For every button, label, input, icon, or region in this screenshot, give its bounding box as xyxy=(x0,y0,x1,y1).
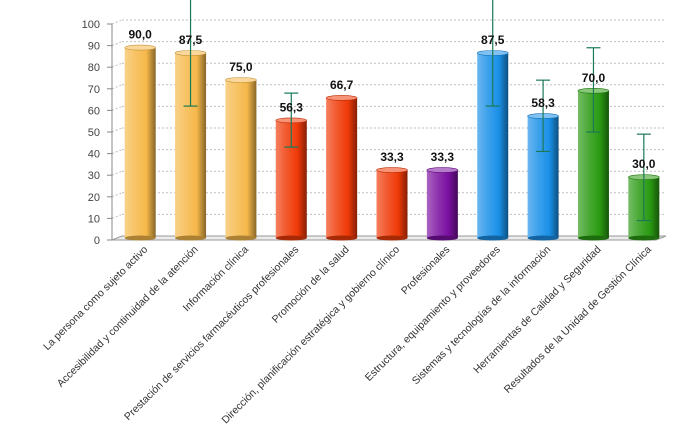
bar-top xyxy=(376,167,408,173)
grid-diagonal xyxy=(111,192,123,198)
y-tick-label: 30 xyxy=(88,170,100,182)
bar-top xyxy=(426,167,459,173)
bar-base xyxy=(175,235,207,241)
bar-base xyxy=(426,235,458,241)
bar-base xyxy=(225,235,257,241)
bar-5 xyxy=(325,95,358,241)
bar-body xyxy=(376,170,408,238)
error-bar-layer xyxy=(183,0,651,222)
bar-1 xyxy=(124,44,156,241)
y-tick-label: 80 xyxy=(88,62,100,74)
grid-diagonal xyxy=(111,127,123,133)
bar-layer xyxy=(124,44,660,241)
error-bar-8 xyxy=(485,0,500,107)
error-bar-4 xyxy=(284,92,299,148)
y-tick-label: 40 xyxy=(88,149,100,161)
bar-body xyxy=(225,80,257,238)
y-tick-label: 60 xyxy=(88,105,100,117)
grid-diagonal xyxy=(111,84,123,90)
value-label: 56,3 xyxy=(280,100,304,114)
value-label: 66,7 xyxy=(330,78,354,92)
y-tick-label: 20 xyxy=(88,192,100,204)
category-label: Dirección, planificación estratégica y g… xyxy=(219,244,402,427)
error-bar-11 xyxy=(636,133,651,222)
grid-diagonal xyxy=(111,19,123,25)
error-bar-2 xyxy=(183,0,198,107)
grid-diagonal xyxy=(111,105,123,111)
bar-body xyxy=(426,170,458,238)
y-tick-label: 50 xyxy=(88,127,100,139)
y-tick-label: 0 xyxy=(94,235,100,247)
grid-diagonal xyxy=(111,149,123,155)
bar-base xyxy=(275,235,307,241)
bar-base xyxy=(527,235,559,241)
y-tick-label: 70 xyxy=(88,84,100,96)
value-label: 70,0 xyxy=(582,71,606,85)
value-label: 58,3 xyxy=(531,96,555,110)
value-label: 30,0 xyxy=(632,157,656,171)
bar-body xyxy=(326,97,358,238)
category-label: Profesionales xyxy=(399,244,452,297)
bar-base xyxy=(376,235,408,241)
bar-body xyxy=(124,47,156,238)
value-label: 33,3 xyxy=(431,150,455,164)
category-label: Prestación de servicios farmacéuticos pr… xyxy=(122,244,301,423)
grid-diagonal xyxy=(111,213,123,219)
y-tick-label: 10 xyxy=(88,213,100,225)
value-label: 87,5 xyxy=(481,33,505,47)
error-bar-10 xyxy=(586,47,601,133)
grid-diagonal xyxy=(111,62,123,68)
value-label: 33,3 xyxy=(380,150,404,164)
value-label-layer: 90,0 87,5 75,0 56,3 66,7 33,3 33,3 87,5 58,3 70,0… xyxy=(129,28,656,172)
grid-diagonal xyxy=(111,41,123,47)
bar-base xyxy=(326,235,358,241)
bar-7 xyxy=(426,167,459,241)
value-label: 90,0 xyxy=(129,28,153,42)
bar-3 xyxy=(225,77,257,241)
y-tick-label: 90 xyxy=(88,41,100,53)
bar-base xyxy=(124,235,156,241)
bar-top xyxy=(124,44,156,51)
error-bar-9 xyxy=(536,79,551,153)
bar-base xyxy=(577,235,609,241)
bar-base xyxy=(477,235,509,241)
bar-6 xyxy=(376,167,408,241)
bar-top xyxy=(225,77,257,83)
bar-base xyxy=(628,235,660,241)
grid-diagonal xyxy=(111,170,123,176)
bar-top xyxy=(325,95,358,101)
category-label: La persona como sujeto activo xyxy=(41,244,150,353)
value-label: 87,5 xyxy=(179,33,203,47)
y-tick-label: 100 xyxy=(82,19,100,31)
value-label: 75,0 xyxy=(229,60,253,74)
category-label-layer: La persona como sujeto activoAccesibilid… xyxy=(41,244,654,427)
